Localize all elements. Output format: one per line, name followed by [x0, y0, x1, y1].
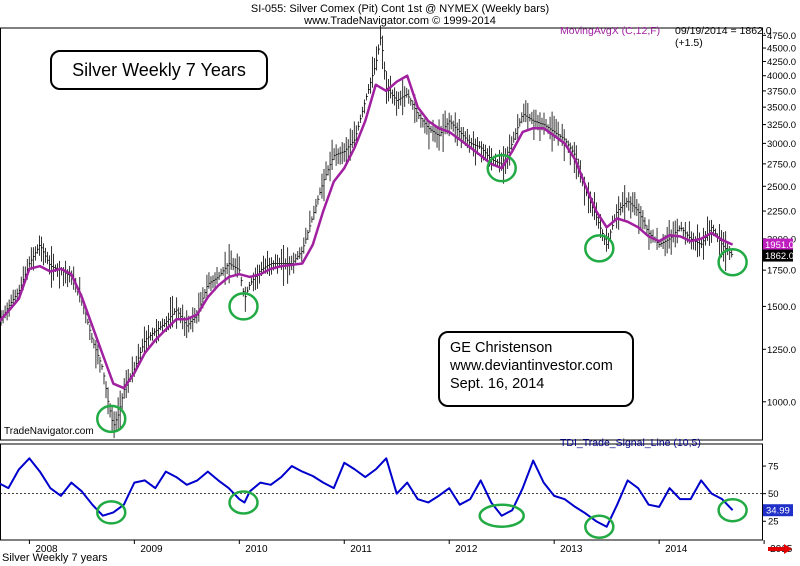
credit-date: Sept. 16, 2014 — [450, 376, 545, 392]
highlight-circle — [486, 153, 517, 183]
price-y-tick-label: 1500.0 — [767, 302, 796, 313]
tdi-panel: 25 50 75 34.99 — [0, 443, 793, 541]
moving-average-value-text: 09/19/2014 = 1862.0 (+1.5) — [675, 25, 772, 49]
weekly-bars — [0, 25, 734, 439]
price-y-tick-label: 1750.0 — [767, 266, 796, 277]
x-tick-label: 2009 — [140, 544, 163, 555]
chart-header-symbol: SI-055: Silver Comex (Pit) Cont 1st @ NY… — [250, 3, 550, 15]
price-panel-frame — [0, 27, 763, 441]
tdi-highlight-circle — [478, 503, 525, 528]
price-y-tick-label: 3750.0 — [767, 86, 796, 97]
ma-value-tag — [763, 238, 793, 251]
tdi-panel-frame — [0, 443, 763, 541]
price-y-tick-label: 1250.0 — [767, 345, 796, 356]
price-y-tick-label: 3500.0 — [767, 103, 796, 114]
source-watermark: TradeNavigator.com — [4, 426, 94, 437]
author-credit-box: GE Christenson www.deviantinvestor.com S… — [438, 331, 634, 407]
tdi-y-tick-label: 75 — [768, 462, 779, 473]
price-y-tick-label: 2250.0 — [767, 207, 796, 218]
x-axis: 20082009201020112012201320142015 — [28, 540, 793, 555]
scroll-right-arrow-icon[interactable] — [768, 544, 792, 554]
highlight-circle — [96, 404, 127, 434]
price-y-tick-label: 4500.0 — [767, 44, 796, 55]
price-y-tick-label: 1000.0 — [767, 397, 796, 408]
ma-value-tag-label: 1951.0 — [765, 240, 794, 251]
x-tick-label: 2008 — [35, 544, 58, 555]
chart-title-box: Silver Weekly 7 Years — [50, 50, 268, 90]
highlight-circle — [584, 234, 615, 263]
price-panel: 1000.01250.01500.01750.02000.02250.02500… — [0, 25, 796, 441]
footer-chart-name: Silver Weekly 7 years — [2, 552, 108, 564]
x-tick-label: 2013 — [560, 544, 583, 555]
x-tick-label: 2010 — [245, 544, 268, 555]
price-y-tick-label: 3000.0 — [767, 139, 796, 150]
x-tick-label: 2011 — [350, 544, 372, 555]
x-tick-label: 2012 — [455, 544, 478, 555]
price-y-tick-label: 4750.0 — [767, 31, 796, 42]
tdi-value-tag — [763, 504, 793, 517]
price-y-tick-label: 2750.0 — [767, 159, 796, 170]
tdi-highlight-circle — [717, 497, 748, 523]
tdi-highlight-circle — [96, 500, 127, 525]
price-y-tick-label: 2500.0 — [767, 182, 796, 193]
tdi-y-tick-label: 25 — [768, 517, 779, 528]
credit-author: GE Christenson — [450, 340, 553, 356]
tdi-highlight-circle — [228, 490, 259, 515]
tdi-y-tick-label: 50 — [768, 489, 779, 500]
tdi-value-tag-label: 34.99 — [766, 506, 790, 517]
tdi-signal-line — [0, 457, 734, 528]
credit-website: www.deviantinvestor.com — [450, 358, 613, 374]
price-y-tick-label: 4250.0 — [767, 57, 796, 68]
price-value-tag-label: 1862.0 — [765, 251, 794, 262]
highlight-circle — [717, 247, 748, 277]
price-value-tag — [763, 249, 793, 262]
highlight-circle — [228, 292, 259, 321]
price-y-tick-label: 3250.0 — [767, 120, 796, 131]
price-y-tick-label: 4000.0 — [767, 71, 796, 82]
chart-header-copyright: www.TradeNavigator.com © 1999-2014 — [304, 15, 496, 27]
tdi-indicator-label: TDI_Trade_Signal_Line (10,5) — [560, 437, 701, 449]
moving-average-label: MovingAvgX (C,12,F) — [560, 25, 661, 37]
tdi-highlight-circle — [584, 514, 615, 540]
moving-average-line — [0, 74, 734, 390]
x-tick-label: 2014 — [665, 544, 688, 555]
